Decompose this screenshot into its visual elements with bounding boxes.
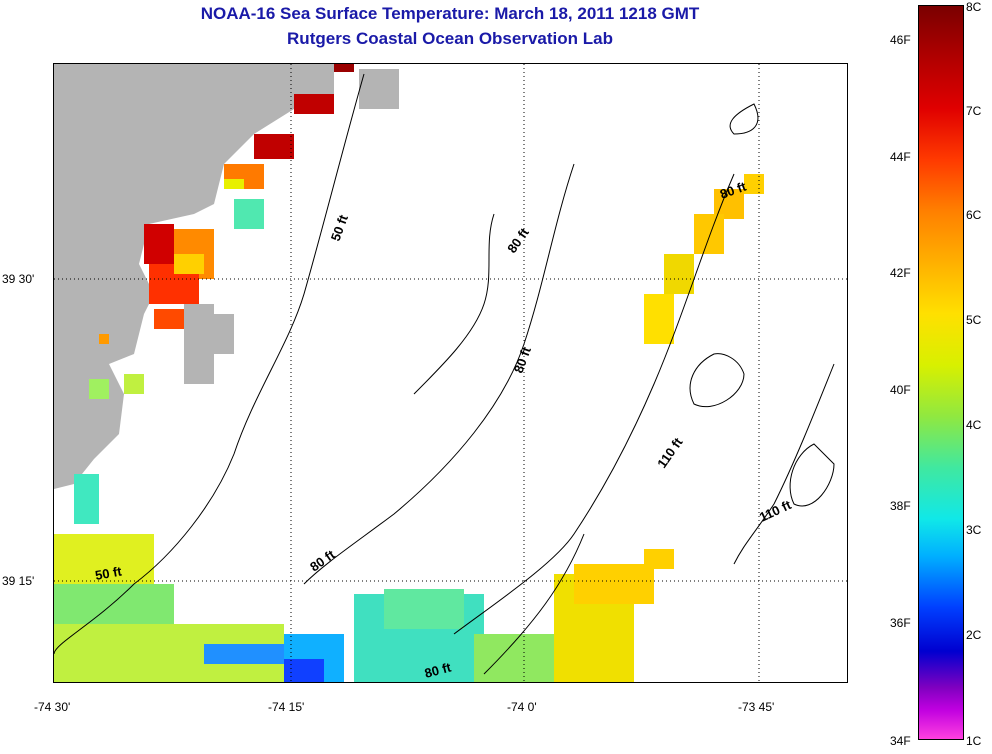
fahrenheit-label: 40F xyxy=(890,383,911,397)
map-svg: 50 ft 80 ft 80 ft 80 ft 110 ft 110 ft 80… xyxy=(54,64,847,682)
contour-label-80ft-bottom: 80 ft xyxy=(423,659,453,681)
bathymetry-contours xyxy=(54,73,835,675)
celsius-label: 1C xyxy=(966,734,982,748)
celsius-label: 8C xyxy=(966,0,982,14)
x-tick-label: -74 15' xyxy=(268,700,305,714)
celsius-label: 4C xyxy=(966,418,982,432)
sst-coastal-warm xyxy=(89,64,354,399)
x-tick-label: -74 0' xyxy=(507,700,537,714)
contour-label-110ft-center: 110 ft xyxy=(654,434,686,470)
fahrenheit-label: 46F xyxy=(890,33,911,47)
fahrenheit-label: 38F xyxy=(890,499,911,513)
contour-label-80ft-south: 80 ft xyxy=(307,546,338,574)
fahrenheit-label: 42F xyxy=(890,266,911,280)
celsius-label: 7C xyxy=(966,104,982,118)
fahrenheit-label: 36F xyxy=(890,616,911,630)
chart-title: NOAA-16 Sea Surface Temperature: March 1… xyxy=(200,4,700,23)
sst-south-band xyxy=(54,474,674,682)
celsius-label: 5C xyxy=(966,313,982,327)
y-tick-label: 39 30' xyxy=(2,272,35,286)
contour-label-50ft-south: 50 ft xyxy=(94,563,124,583)
grid-lines xyxy=(54,64,847,682)
sst-offshore-patch xyxy=(644,174,764,344)
celsius-label: 2C xyxy=(966,628,982,642)
sst-map: 50 ft 80 ft 80 ft 80 ft 110 ft 110 ft 80… xyxy=(53,63,848,683)
x-tick-label: -74 30' xyxy=(34,700,71,714)
celsius-label: 6C xyxy=(966,208,982,222)
fahrenheit-label: 34F xyxy=(890,734,911,748)
temperature-colorbar xyxy=(918,5,964,740)
fahrenheit-label: 44F xyxy=(890,150,911,164)
contour-label-80ft-center: 80 ft xyxy=(504,225,532,256)
celsius-label: 3C xyxy=(966,523,982,537)
contour-label-80ft-mid: 80 ft xyxy=(511,344,534,375)
chart-subtitle: Rutgers Coastal Ocean Observation Lab xyxy=(287,29,613,48)
land-mass xyxy=(54,64,399,489)
contour-label-50ft-north: 50 ft xyxy=(328,212,351,243)
y-tick-label: 39 15' xyxy=(2,574,35,588)
x-tick-label: -73 45' xyxy=(738,700,775,714)
